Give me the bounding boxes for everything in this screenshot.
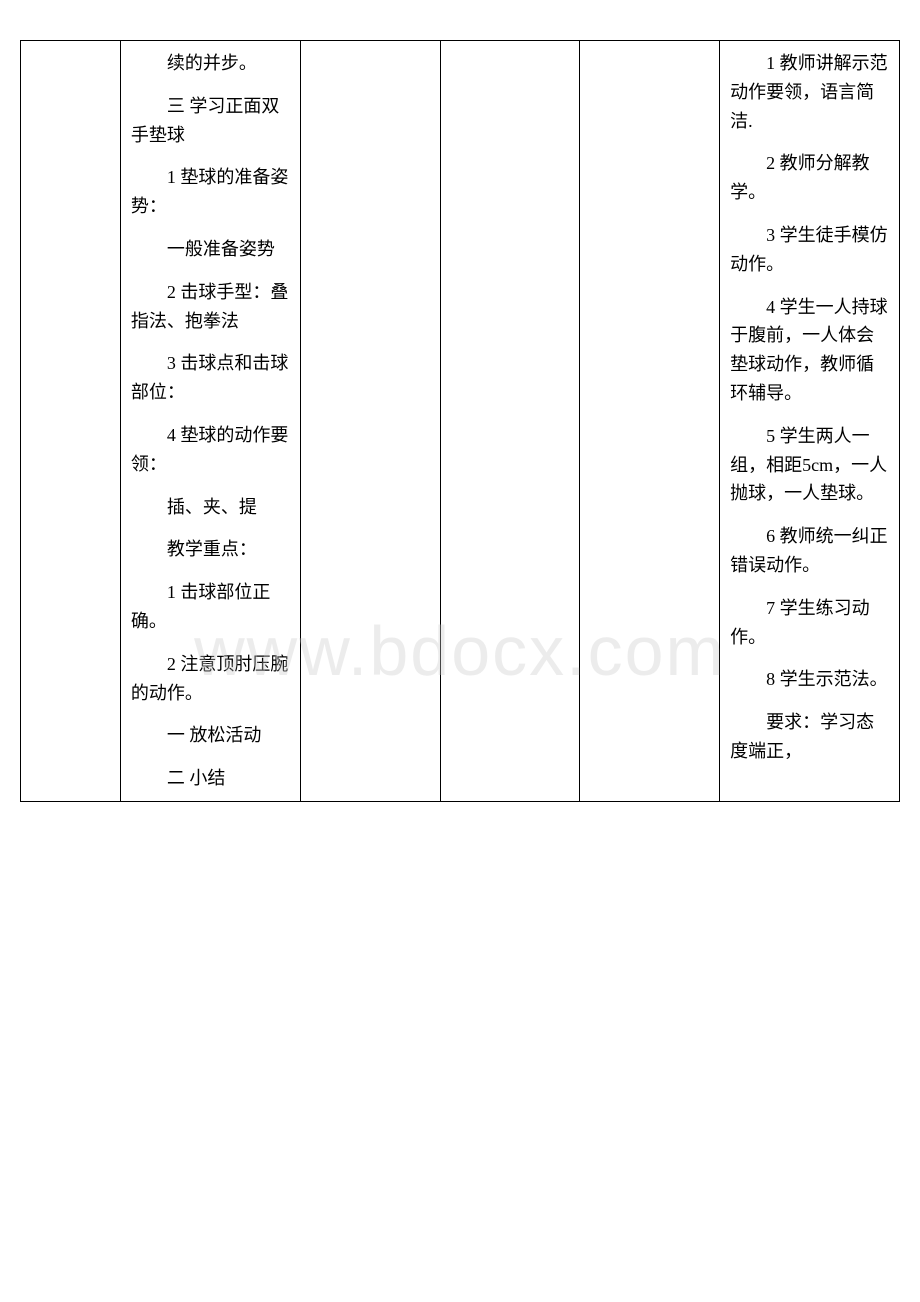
paragraph: 1 教师讲解示范动作要领，语言简洁. (730, 49, 889, 135)
paragraph: 2 击球手型：叠指法、抱拳法 (131, 278, 290, 336)
cell-4 (440, 41, 580, 802)
content-table: 续的并步。 三 学习正面双手垫球 1 垫球的准备姿势： 一般准备姿势 2 击球手… (20, 40, 900, 802)
paragraph: 2 注意顶肘压腕的动作。 (131, 650, 290, 708)
paragraph: 续的并步。 (131, 49, 290, 78)
cell-2-content: 续的并步。 三 学习正面双手垫球 1 垫球的准备姿势： 一般准备姿势 2 击球手… (120, 41, 300, 802)
paragraph: 8 学生示范法。 (730, 665, 889, 694)
paragraph: 4 垫球的动作要领： (131, 421, 290, 479)
paragraph: 插、夹、提 (131, 493, 290, 522)
paragraph: 4 学生一人持球于腹前，一人体会垫球动作，教师循环辅导。 (730, 293, 889, 408)
cell-3 (300, 41, 440, 802)
paragraph: 一般准备姿势 (131, 235, 290, 264)
paragraph: 3 击球点和击球部位： (131, 349, 290, 407)
cell-1 (21, 41, 121, 802)
cell-5 (580, 41, 720, 802)
paragraph: 1 击球部位正确。 (131, 578, 290, 636)
paragraph: 1 垫球的准备姿势： (131, 163, 290, 221)
paragraph: 7 学生练习动作。 (730, 594, 889, 652)
paragraph: 3 学生徒手模仿动作。 (730, 221, 889, 279)
paragraph: 三 学习正面双手垫球 (131, 92, 290, 150)
paragraph: 6 教师统一纠正错误动作。 (730, 522, 889, 580)
table-row: 续的并步。 三 学习正面双手垫球 1 垫球的准备姿势： 一般准备姿势 2 击球手… (21, 41, 900, 802)
cell-6-content: 1 教师讲解示范动作要领，语言简洁. 2 教师分解教学。 3 学生徒手模仿动作。… (720, 41, 900, 802)
paragraph: 教学重点： (131, 535, 290, 564)
paragraph: 一 放松活动 (131, 721, 290, 750)
paragraph: 二 小结 (131, 764, 290, 793)
paragraph: 要求：学习态度端正， (730, 708, 889, 766)
paragraph: 2 教师分解教学。 (730, 149, 889, 207)
paragraph: 5 学生两人一组，相距5cm，一人抛球，一人垫球。 (730, 422, 889, 508)
document-page: 续的并步。 三 学习正面双手垫球 1 垫球的准备姿势： 一般准备姿势 2 击球手… (20, 40, 900, 802)
